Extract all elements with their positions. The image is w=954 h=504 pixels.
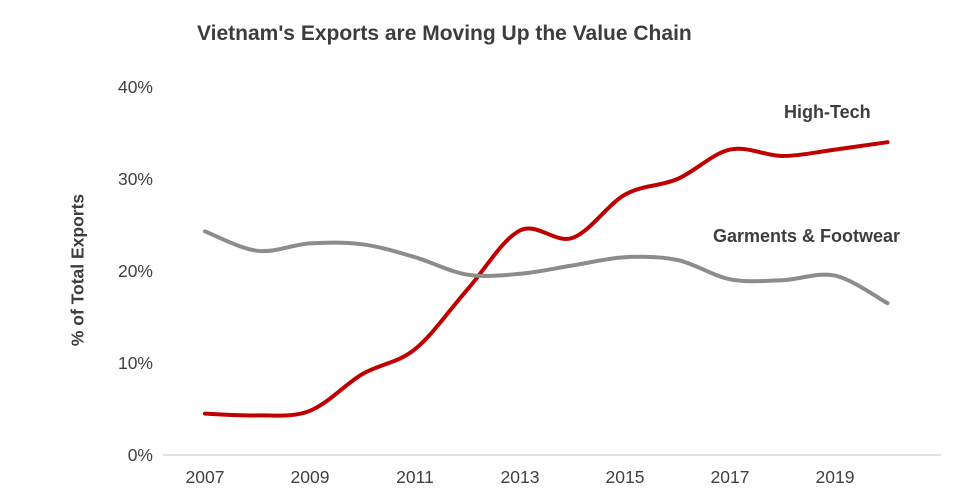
y-tick-label: 40% [117, 77, 153, 97]
series-label-high-tech: High-Tech [784, 102, 871, 122]
y-tick-label: 10% [117, 353, 153, 373]
x-tick-label: 2013 [500, 467, 540, 487]
high-tech-line [203, 140, 890, 418]
y-tick-label: 20% [117, 261, 153, 281]
x-tick-label: 2009 [290, 467, 330, 487]
x-tick-label: 2007 [185, 467, 225, 487]
y-tick-label: 0% [127, 445, 153, 465]
x-tick-label: 2017 [710, 467, 750, 487]
series-label-garments-footwear: Garments & Footwear [713, 226, 901, 246]
x-tick-label: 2015 [605, 467, 645, 487]
x-tick-label: 2011 [396, 467, 434, 487]
chart-title: Vietnam's Exports are Moving Up the Valu… [197, 22, 692, 45]
y-tick-label: 30% [117, 169, 153, 189]
garments-footwear-line [203, 229, 890, 306]
x-tick-label: 2019 [815, 467, 855, 487]
